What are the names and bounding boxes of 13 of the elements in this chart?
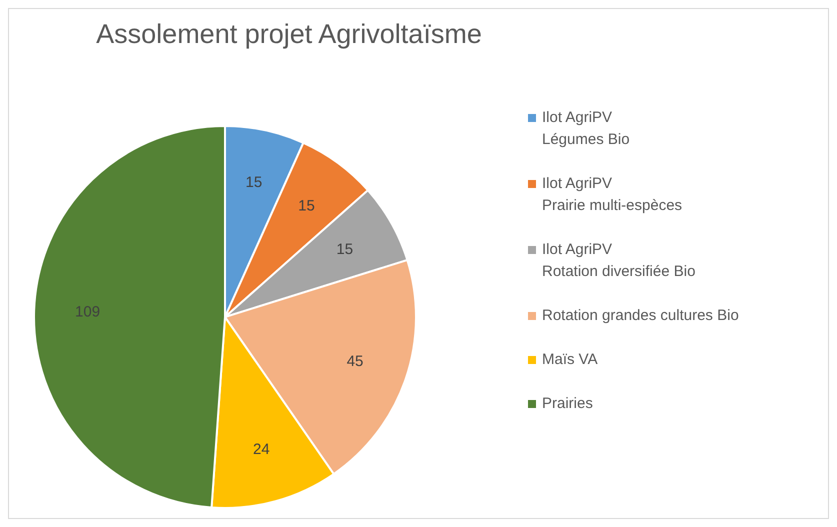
legend-label: Ilot AgriPV Prairie multi-espèces — [542, 174, 682, 216]
legend-label: Maïs VA — [542, 350, 598, 370]
chart-title: Assolement projet Agrivoltaïsme — [95, 19, 483, 50]
data-label: 15 — [336, 240, 354, 258]
data-label: 24 — [253, 441, 270, 458]
data-label: 15 — [298, 198, 315, 215]
legend-label: Ilot AgriPV Légumes Bio — [542, 108, 630, 150]
data-label: 15 — [246, 174, 262, 192]
legend-label: Ilot AgriPV Rotation diversifiée Bio — [542, 240, 696, 282]
legend-label: Rotation grandes cultures Bio — [542, 306, 739, 326]
data-label: 45 — [346, 353, 364, 370]
legend-label: Prairies — [542, 394, 593, 414]
data-label: 109 — [75, 304, 100, 321]
